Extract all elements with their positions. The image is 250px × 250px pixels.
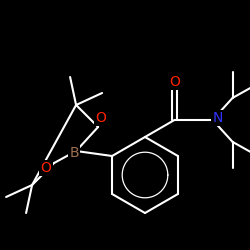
Text: O: O [169, 75, 180, 89]
Text: O: O [41, 161, 52, 175]
Text: B: B [69, 146, 79, 160]
Text: N: N [212, 111, 223, 125]
Text: O: O [96, 111, 106, 125]
